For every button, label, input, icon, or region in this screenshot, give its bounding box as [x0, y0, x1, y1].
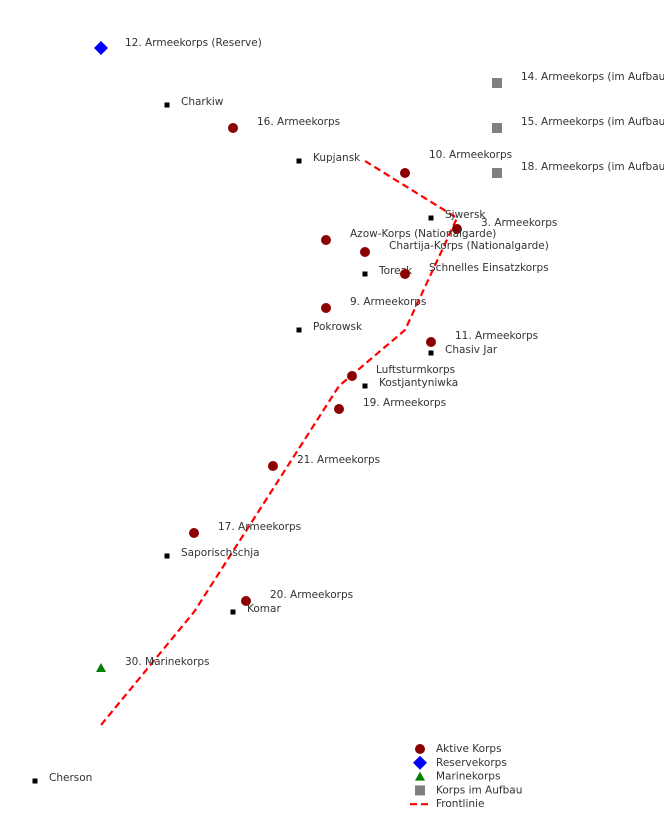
cities-layer: CharkiwKupjanskSjwerskTorezkPokrowskChas… — [32, 96, 498, 784]
city-marker — [362, 271, 368, 277]
forming-corps-marker — [492, 123, 502, 133]
corps-label: Luftsturmkorps — [376, 364, 455, 376]
active-corps-marker — [241, 596, 251, 606]
corps-label: 16. Armeekorps — [257, 116, 340, 128]
corps-label: Schnelles Einsatzkorps — [429, 262, 549, 274]
corps-label: 3. Armeekorps — [481, 217, 557, 229]
city-marker — [428, 350, 434, 356]
legend-marine-swatch — [415, 771, 425, 781]
legend-forming-swatch — [415, 785, 425, 796]
city-label: Kostjantyniwka — [379, 377, 458, 389]
city-marker — [164, 553, 170, 559]
active-corps-marker — [321, 303, 331, 313]
legend-label: Aktive Korps — [436, 743, 502, 755]
corps-label: Azow-Korps (Nationalgarde) — [350, 228, 496, 240]
active-corps-marker — [321, 235, 331, 245]
corps-label: 9. Armeekorps — [350, 296, 426, 308]
city-label: Pokrowsk — [313, 321, 363, 333]
active-corps-marker — [268, 461, 278, 471]
corps-layer: 12. Armeekorps (Reserve) 16. Armeekorps 10… — [94, 37, 664, 672]
corps-label: 11. Armeekorps — [455, 330, 538, 342]
marine-corps-marker — [96, 663, 106, 672]
city-label: Komar — [247, 603, 281, 615]
city-marker — [230, 609, 236, 615]
corps-label: 17. Armeekorps — [218, 521, 301, 533]
active-corps-marker — [426, 337, 436, 347]
corps-label: 21. Armeekorps — [297, 454, 380, 466]
legend-label: Frontlinie — [436, 798, 484, 810]
active-corps-marker — [189, 528, 199, 538]
city-marker — [296, 158, 302, 164]
corps-label: 30. Marinekorps — [125, 656, 209, 668]
active-corps-marker — [452, 224, 462, 234]
legend-label: Marinekorps — [436, 771, 500, 783]
corps-label: 10. Armeekorps — [429, 149, 512, 161]
legend-active-swatch — [415, 744, 425, 754]
city-marker — [164, 102, 170, 108]
city-marker — [362, 383, 368, 389]
city-label: Sjwersk — [445, 209, 486, 221]
active-corps-marker — [334, 404, 344, 414]
active-corps-marker — [228, 123, 238, 133]
active-corps-marker — [400, 168, 410, 178]
forming-corps-marker — [492, 168, 502, 178]
corps-label: Chartija-Korps (Nationalgarde) — [389, 240, 549, 252]
legend: Aktive Korps Reservekorps MarinekorpsKorps… — [410, 743, 522, 810]
city-marker — [32, 778, 38, 784]
corps-label: 14. Armeekorps (im Aufbau) — [521, 71, 664, 83]
city-label: Chasiv Jar — [445, 344, 498, 356]
forming-corps-marker — [492, 78, 502, 88]
legend-label: Reservekorps — [436, 757, 507, 769]
city-marker — [296, 327, 302, 333]
city-label: Kupjansk — [313, 152, 361, 164]
legend-label: Korps im Aufbau — [436, 784, 522, 796]
city-marker — [428, 215, 434, 221]
corps-label: 19. Armeekorps — [363, 397, 446, 409]
active-corps-marker — [360, 247, 370, 257]
frontline — [100, 160, 459, 726]
city-label: Saporischschja — [181, 547, 260, 559]
corps-label: 12. Armeekorps (Reserve) — [125, 37, 262, 49]
frontline-path — [100, 160, 459, 726]
corps-label: 18. Armeekorps (im Aufbau) — [521, 161, 664, 173]
corps-label: 15. Armeekorps (im Aufbau) — [521, 116, 664, 128]
active-corps-marker — [400, 269, 410, 279]
city-label: Charkiw — [181, 96, 224, 108]
legend-reserve-swatch — [413, 755, 427, 770]
reserve-corps-marker — [94, 41, 108, 55]
city-label: Cherson — [49, 772, 92, 784]
active-corps-marker — [347, 371, 357, 381]
corps-label: 20. Armeekorps — [270, 589, 353, 601]
